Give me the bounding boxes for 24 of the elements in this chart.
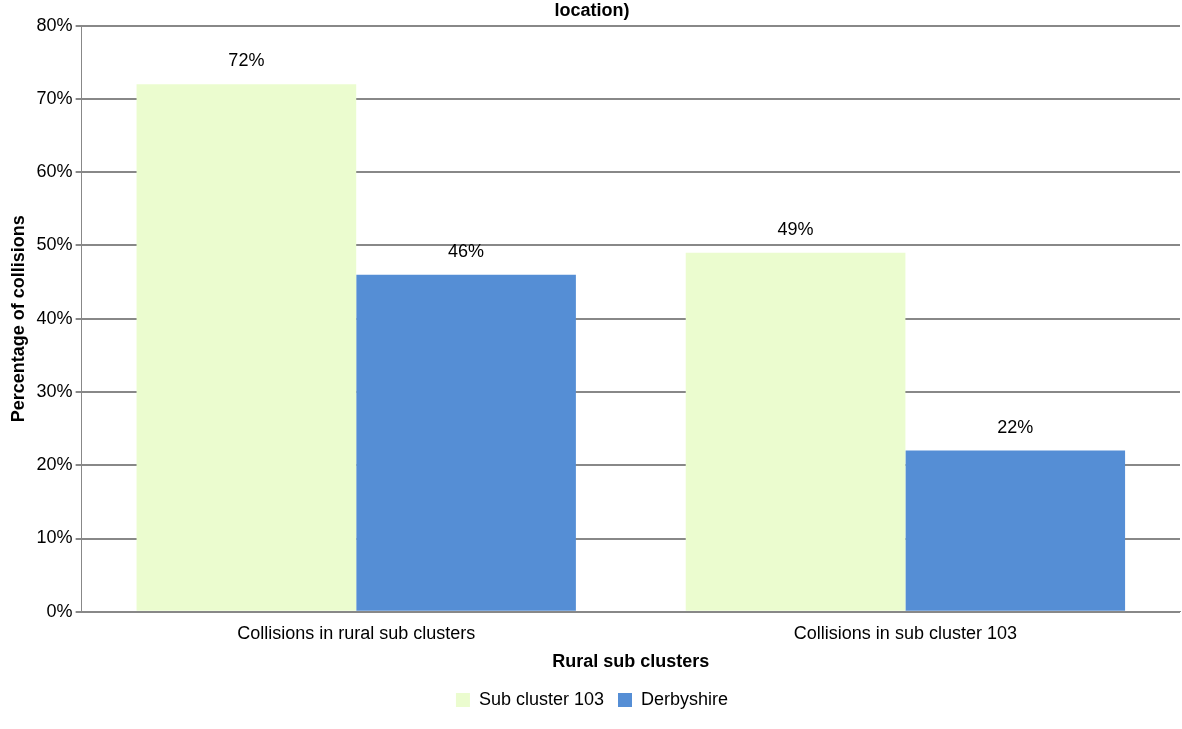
bar [136,84,357,611]
y-axis-title: Percentage of collisions [7,215,28,423]
x-tick-label: Collisions in sub cluster 103 [793,622,1017,643]
data-label: 72% [228,50,265,71]
bar [356,274,576,611]
data-label: 49% [777,218,814,239]
y-tick-label: 20% [36,454,73,475]
y-tick-label: 10% [36,527,73,548]
legend-label: Sub cluster 103 [478,688,605,709]
y-tick-label: 60% [36,161,73,182]
y-tick-label: 80% [36,14,73,35]
bar [905,450,1126,611]
y-tick-label: 40% [36,307,73,328]
y-tick-label: 50% [36,234,73,255]
data-label: 46% [448,240,485,261]
y-tick-label: 70% [36,87,73,108]
x-tick-label: Collisions in rural sub clusters [237,622,476,643]
chart-title: location) [554,0,630,20]
y-tick-label: 30% [36,380,73,401]
x-axis-title: Rural sub clusters [552,651,710,672]
legend-label: Derbyshire [641,688,729,709]
data-label: 22% [997,416,1034,437]
y-tick-label: 0% [46,600,73,621]
bar [685,252,906,611]
